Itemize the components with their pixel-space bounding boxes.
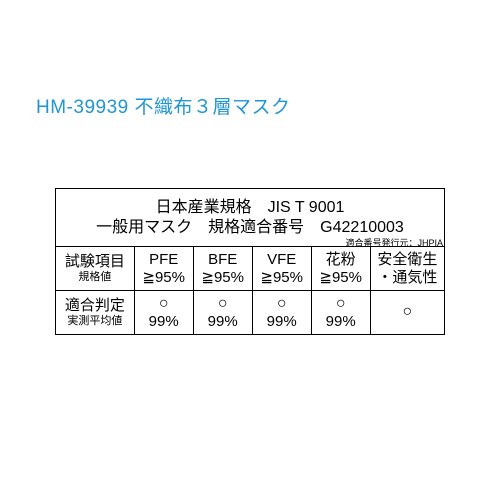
header-line2: 一般用マスク 規格適合番号 G42210003 bbox=[96, 218, 404, 237]
measured-pfe: 99% bbox=[149, 313, 179, 331]
col-spec-pollen: ≧95% bbox=[319, 269, 362, 287]
result-col-vfe: ○ 99% bbox=[252, 291, 311, 335]
table-footnote: 適合番号発行元：JHPIA bbox=[345, 236, 445, 249]
result-row-label: 適合判定 実測平均値 bbox=[56, 291, 135, 335]
col-spec-vfe: ≧95% bbox=[260, 269, 303, 287]
test-col-bfe: BFE ≧95% bbox=[193, 247, 252, 291]
result-col-pfe: ○ 99% bbox=[134, 291, 193, 335]
test-col-pfe: PFE ≧95% bbox=[134, 247, 193, 291]
col-name-vfe: VFE bbox=[267, 251, 296, 269]
judge-pfe: ○ bbox=[159, 294, 169, 313]
product-title: HM-39939 不織布３層マスク bbox=[36, 92, 291, 119]
col-spec-bfe: ≧95% bbox=[201, 269, 244, 287]
judge-bfe: ○ bbox=[218, 294, 228, 313]
measured-vfe: 99% bbox=[267, 313, 297, 331]
result-label-sub: 実測平均値 bbox=[67, 315, 122, 328]
spec-table-container: 日本産業規格 JIS T 9001 一般用マスク 規格適合番号 G4221000… bbox=[55, 188, 445, 335]
safety-header: 安全衛生 ・通気性 bbox=[370, 247, 444, 291]
safety-line1: 安全衛生 bbox=[377, 251, 437, 269]
measured-pollen: 99% bbox=[326, 313, 356, 331]
col-name-pollen: 花粉 bbox=[326, 251, 356, 269]
judge-safety: ○ bbox=[403, 303, 413, 320]
test-col-vfe: VFE ≧95% bbox=[252, 247, 311, 291]
test-col-pollen: 花粉 ≧95% bbox=[311, 247, 370, 291]
judge-vfe: ○ bbox=[277, 294, 287, 313]
result-col-pollen: ○ 99% bbox=[311, 291, 370, 335]
col-name-pfe: PFE bbox=[149, 251, 178, 269]
safety-result: ○ bbox=[370, 291, 444, 335]
safety-line2: ・通気性 bbox=[377, 269, 437, 287]
judge-pollen: ○ bbox=[336, 294, 346, 313]
header-line1: 日本産業規格 JIS T 9001 bbox=[156, 198, 345, 217]
test-label-main: 試験項目 bbox=[65, 253, 125, 271]
test-label-sub: 規格値 bbox=[78, 271, 111, 284]
spec-table: 日本産業規格 JIS T 9001 一般用マスク 規格適合番号 G4221000… bbox=[55, 188, 445, 335]
measured-bfe: 99% bbox=[208, 313, 238, 331]
col-name-bfe: BFE bbox=[208, 251, 237, 269]
col-spec-pfe: ≧95% bbox=[142, 269, 185, 287]
result-label-main: 適合判定 bbox=[65, 297, 125, 315]
test-row-label: 試験項目 規格値 bbox=[56, 247, 135, 291]
result-col-bfe: ○ 99% bbox=[193, 291, 252, 335]
